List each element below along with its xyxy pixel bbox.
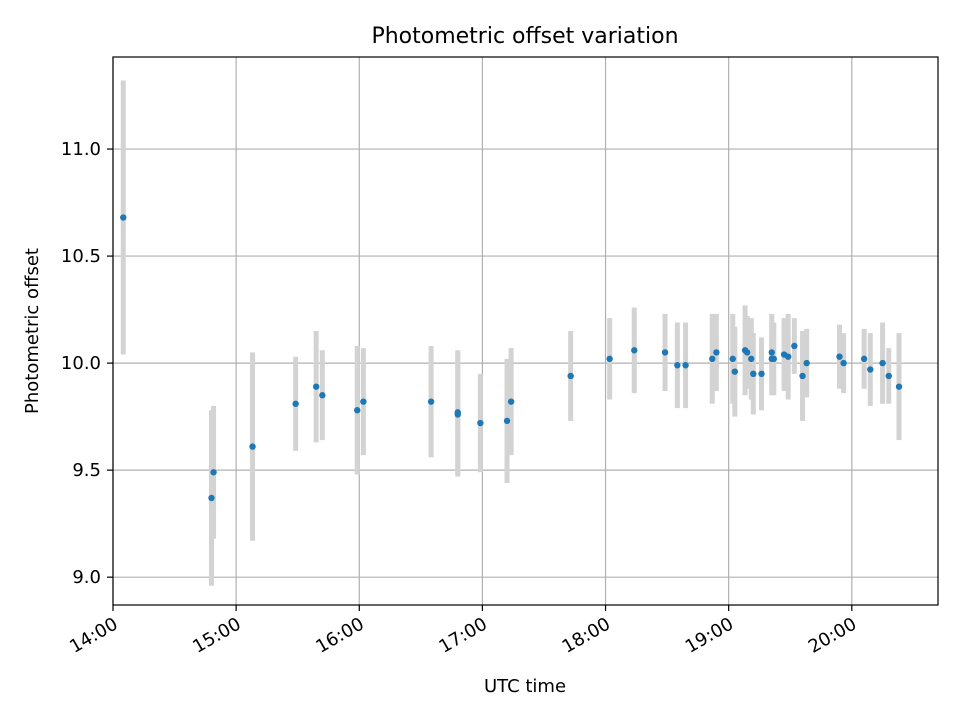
data-point bbox=[354, 407, 361, 414]
data-point bbox=[606, 355, 613, 363]
plot-area bbox=[113, 57, 938, 605]
data-point bbox=[895, 383, 903, 390]
y-tick-label: 10.0 bbox=[61, 353, 101, 374]
y-tick-label: 10.5 bbox=[61, 246, 101, 267]
data-point bbox=[803, 359, 810, 367]
data-point bbox=[885, 372, 892, 380]
data-point bbox=[731, 368, 739, 375]
chart-title: Photometric offset variation bbox=[371, 24, 678, 49]
data-point bbox=[249, 443, 256, 450]
data-point bbox=[503, 417, 511, 425]
data-point bbox=[743, 349, 751, 356]
y-tick-label: 9.0 bbox=[72, 567, 101, 588]
data-point bbox=[427, 398, 435, 405]
data-point bbox=[210, 469, 217, 476]
data-point bbox=[292, 400, 299, 407]
data-point bbox=[360, 398, 367, 405]
data-point bbox=[120, 214, 127, 221]
data-point bbox=[867, 366, 874, 373]
y-tick-label: 9.5 bbox=[72, 460, 101, 481]
data-point bbox=[208, 494, 215, 502]
data-point bbox=[567, 372, 574, 380]
data-point bbox=[879, 359, 886, 367]
y-axis: 9.0 9.5 10.0 10.5 11.0 bbox=[61, 139, 113, 588]
data-point bbox=[713, 349, 720, 356]
x-axis-label: UTC time bbox=[484, 676, 566, 697]
plot-frame bbox=[112, 56, 939, 606]
data-point bbox=[682, 362, 689, 369]
data-point bbox=[631, 347, 638, 354]
data-point bbox=[840, 359, 847, 367]
data-point bbox=[750, 370, 757, 378]
data-point bbox=[674, 362, 681, 369]
data-point bbox=[768, 349, 775, 356]
data-point bbox=[748, 355, 755, 363]
data-point bbox=[454, 411, 461, 418]
data-point bbox=[477, 419, 484, 427]
data-point bbox=[799, 372, 806, 380]
data-point bbox=[860, 355, 868, 363]
data-point bbox=[791, 342, 798, 350]
data-point bbox=[709, 355, 716, 363]
data-point bbox=[319, 392, 326, 399]
data-point bbox=[784, 353, 792, 360]
y-tick-label: 11.0 bbox=[61, 139, 101, 160]
data-points bbox=[120, 214, 903, 502]
data-point bbox=[729, 355, 736, 363]
data-point bbox=[770, 355, 778, 363]
data-point bbox=[836, 353, 843, 360]
data-point bbox=[758, 370, 765, 378]
data-point bbox=[661, 349, 669, 356]
data-point bbox=[507, 398, 515, 405]
data-point bbox=[312, 383, 320, 390]
y-axis-label: Photometric offset bbox=[22, 248, 43, 414]
